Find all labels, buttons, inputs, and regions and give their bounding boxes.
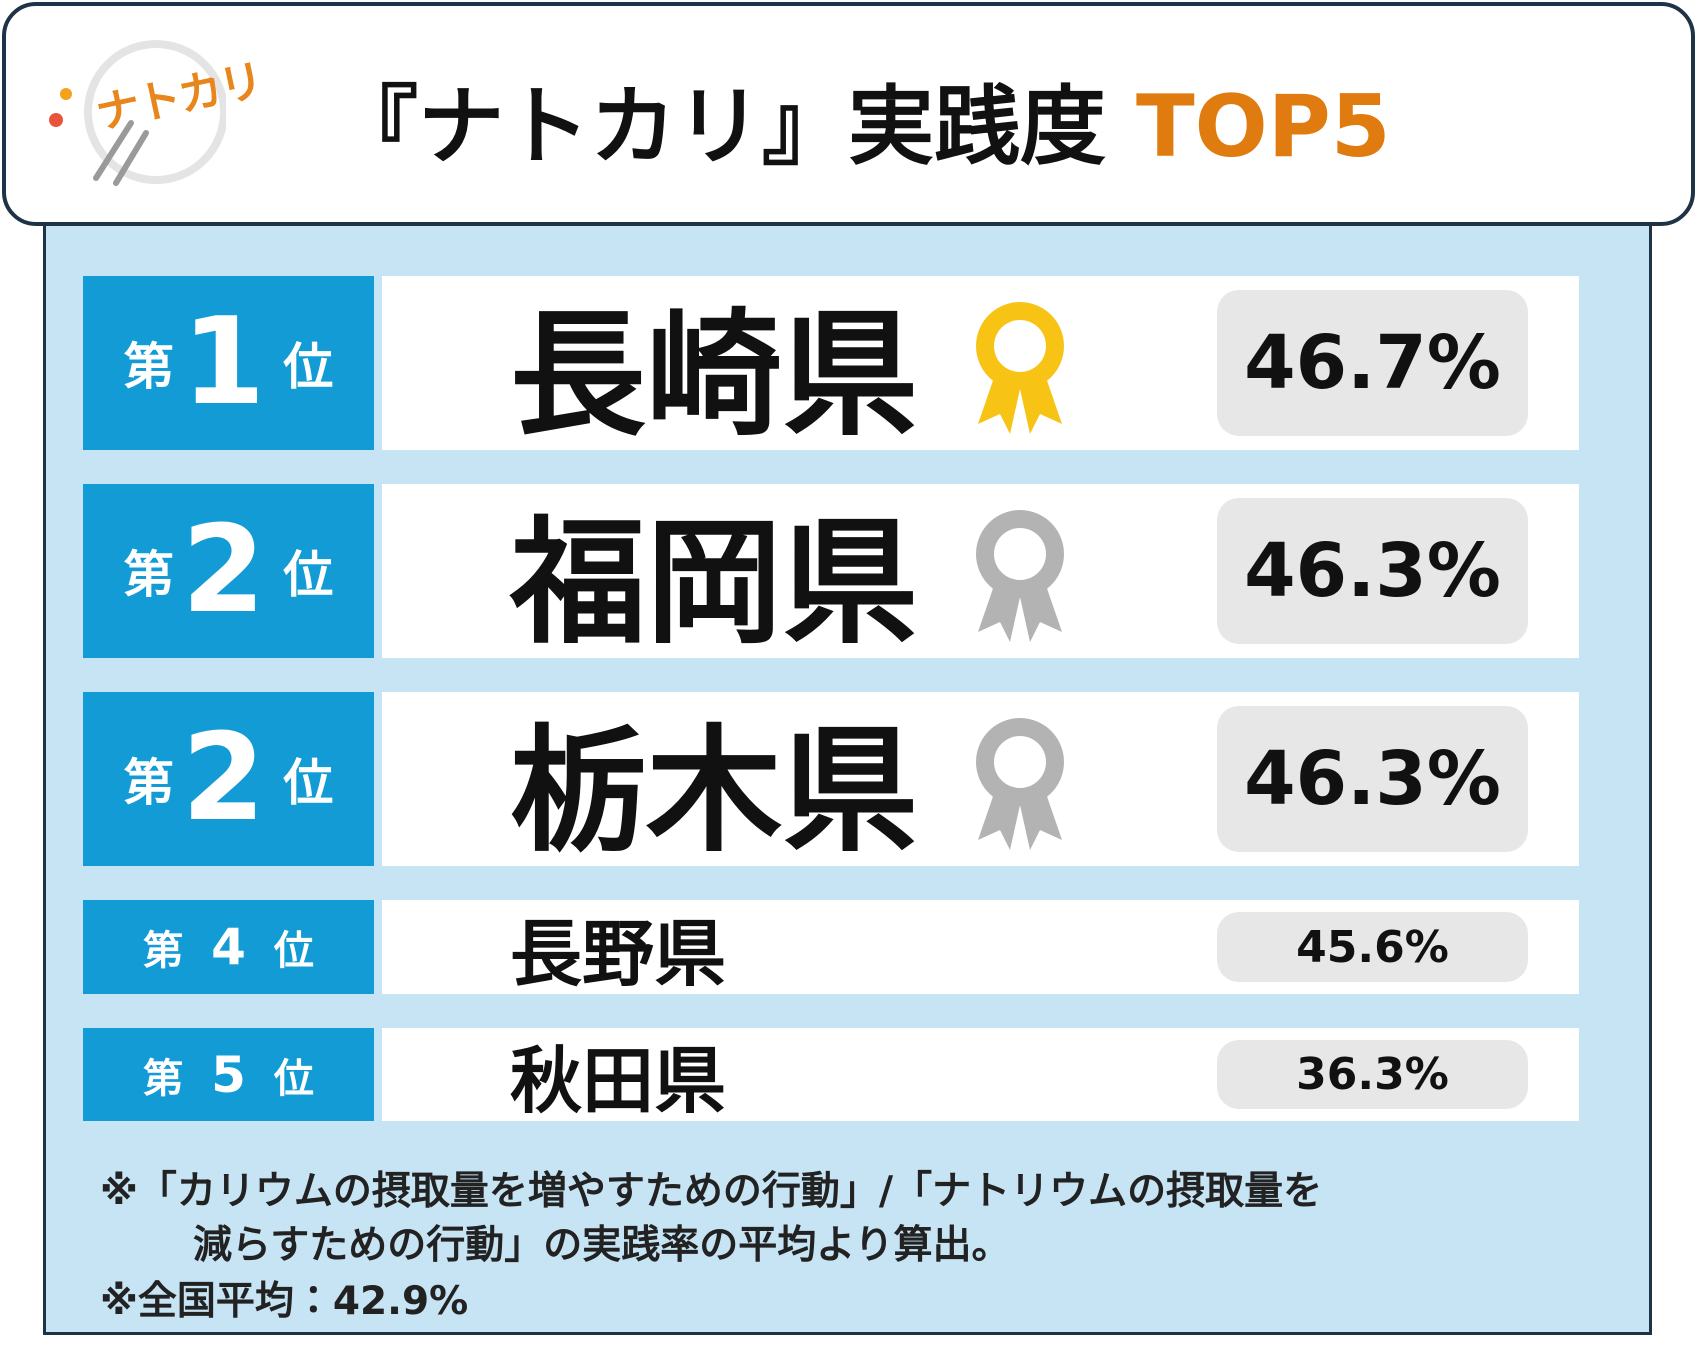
rank-prefix: 第: [123, 546, 174, 604]
rank-number: 2: [181, 501, 266, 640]
rank-suffix: 位: [273, 1055, 314, 1102]
rank-prefix: 第: [123, 338, 174, 396]
title: 『ナトカリ』実践度 TOP5: [332, 56, 1391, 181]
rank-number: 1: [181, 293, 266, 432]
medal-icon: [976, 510, 1064, 642]
medal: [970, 504, 1070, 644]
prefecture: 栃木県: [510, 712, 918, 871]
rate: 46.3%: [1217, 706, 1528, 852]
prefecture: 秋田県: [510, 1039, 727, 1123]
header: ナトカリ 『ナトカリ』実践度 TOP5: [2, 2, 1695, 226]
note: 減らすための行動」の実践率の平均より算出。: [193, 1223, 1011, 1268]
rank-suffix: 位: [273, 928, 314, 974]
rank-suffix: 位: [283, 546, 334, 604]
logo-mark: [49, 40, 226, 186]
rank-prefix: 第: [123, 754, 174, 812]
note: ※「カリウムの摂取量を増やすための行動」/「ナトリウムの摂取量を: [100, 1169, 1323, 1214]
rank-prefix: 第: [143, 1055, 184, 1102]
rank-prefix: 第: [143, 928, 184, 974]
rate: 46.3%: [1217, 498, 1528, 644]
rank-suffix: 位: [283, 338, 334, 396]
title-main: 『ナトカリ』実践度: [332, 77, 1106, 177]
rate: 45.6%: [1217, 912, 1528, 982]
prefecture: 長野県: [510, 911, 727, 996]
title-accent: TOP5: [1135, 77, 1391, 177]
rank-number: 4: [211, 918, 246, 976]
note: ※全国平均：42.9%: [100, 1279, 469, 1324]
prefecture: 長崎県: [510, 296, 918, 455]
medal-icon: [976, 718, 1064, 850]
medal: [970, 712, 1070, 852]
medal: [970, 296, 1070, 436]
rate: 36.3%: [1217, 1040, 1528, 1109]
prefecture: 福岡県: [510, 504, 918, 663]
rate: 46.7%: [1217, 290, 1528, 436]
rank-number: 5: [211, 1045, 246, 1104]
rank-number: 2: [181, 709, 266, 848]
rank-suffix: 位: [283, 754, 334, 812]
medal-icon: [976, 302, 1064, 434]
